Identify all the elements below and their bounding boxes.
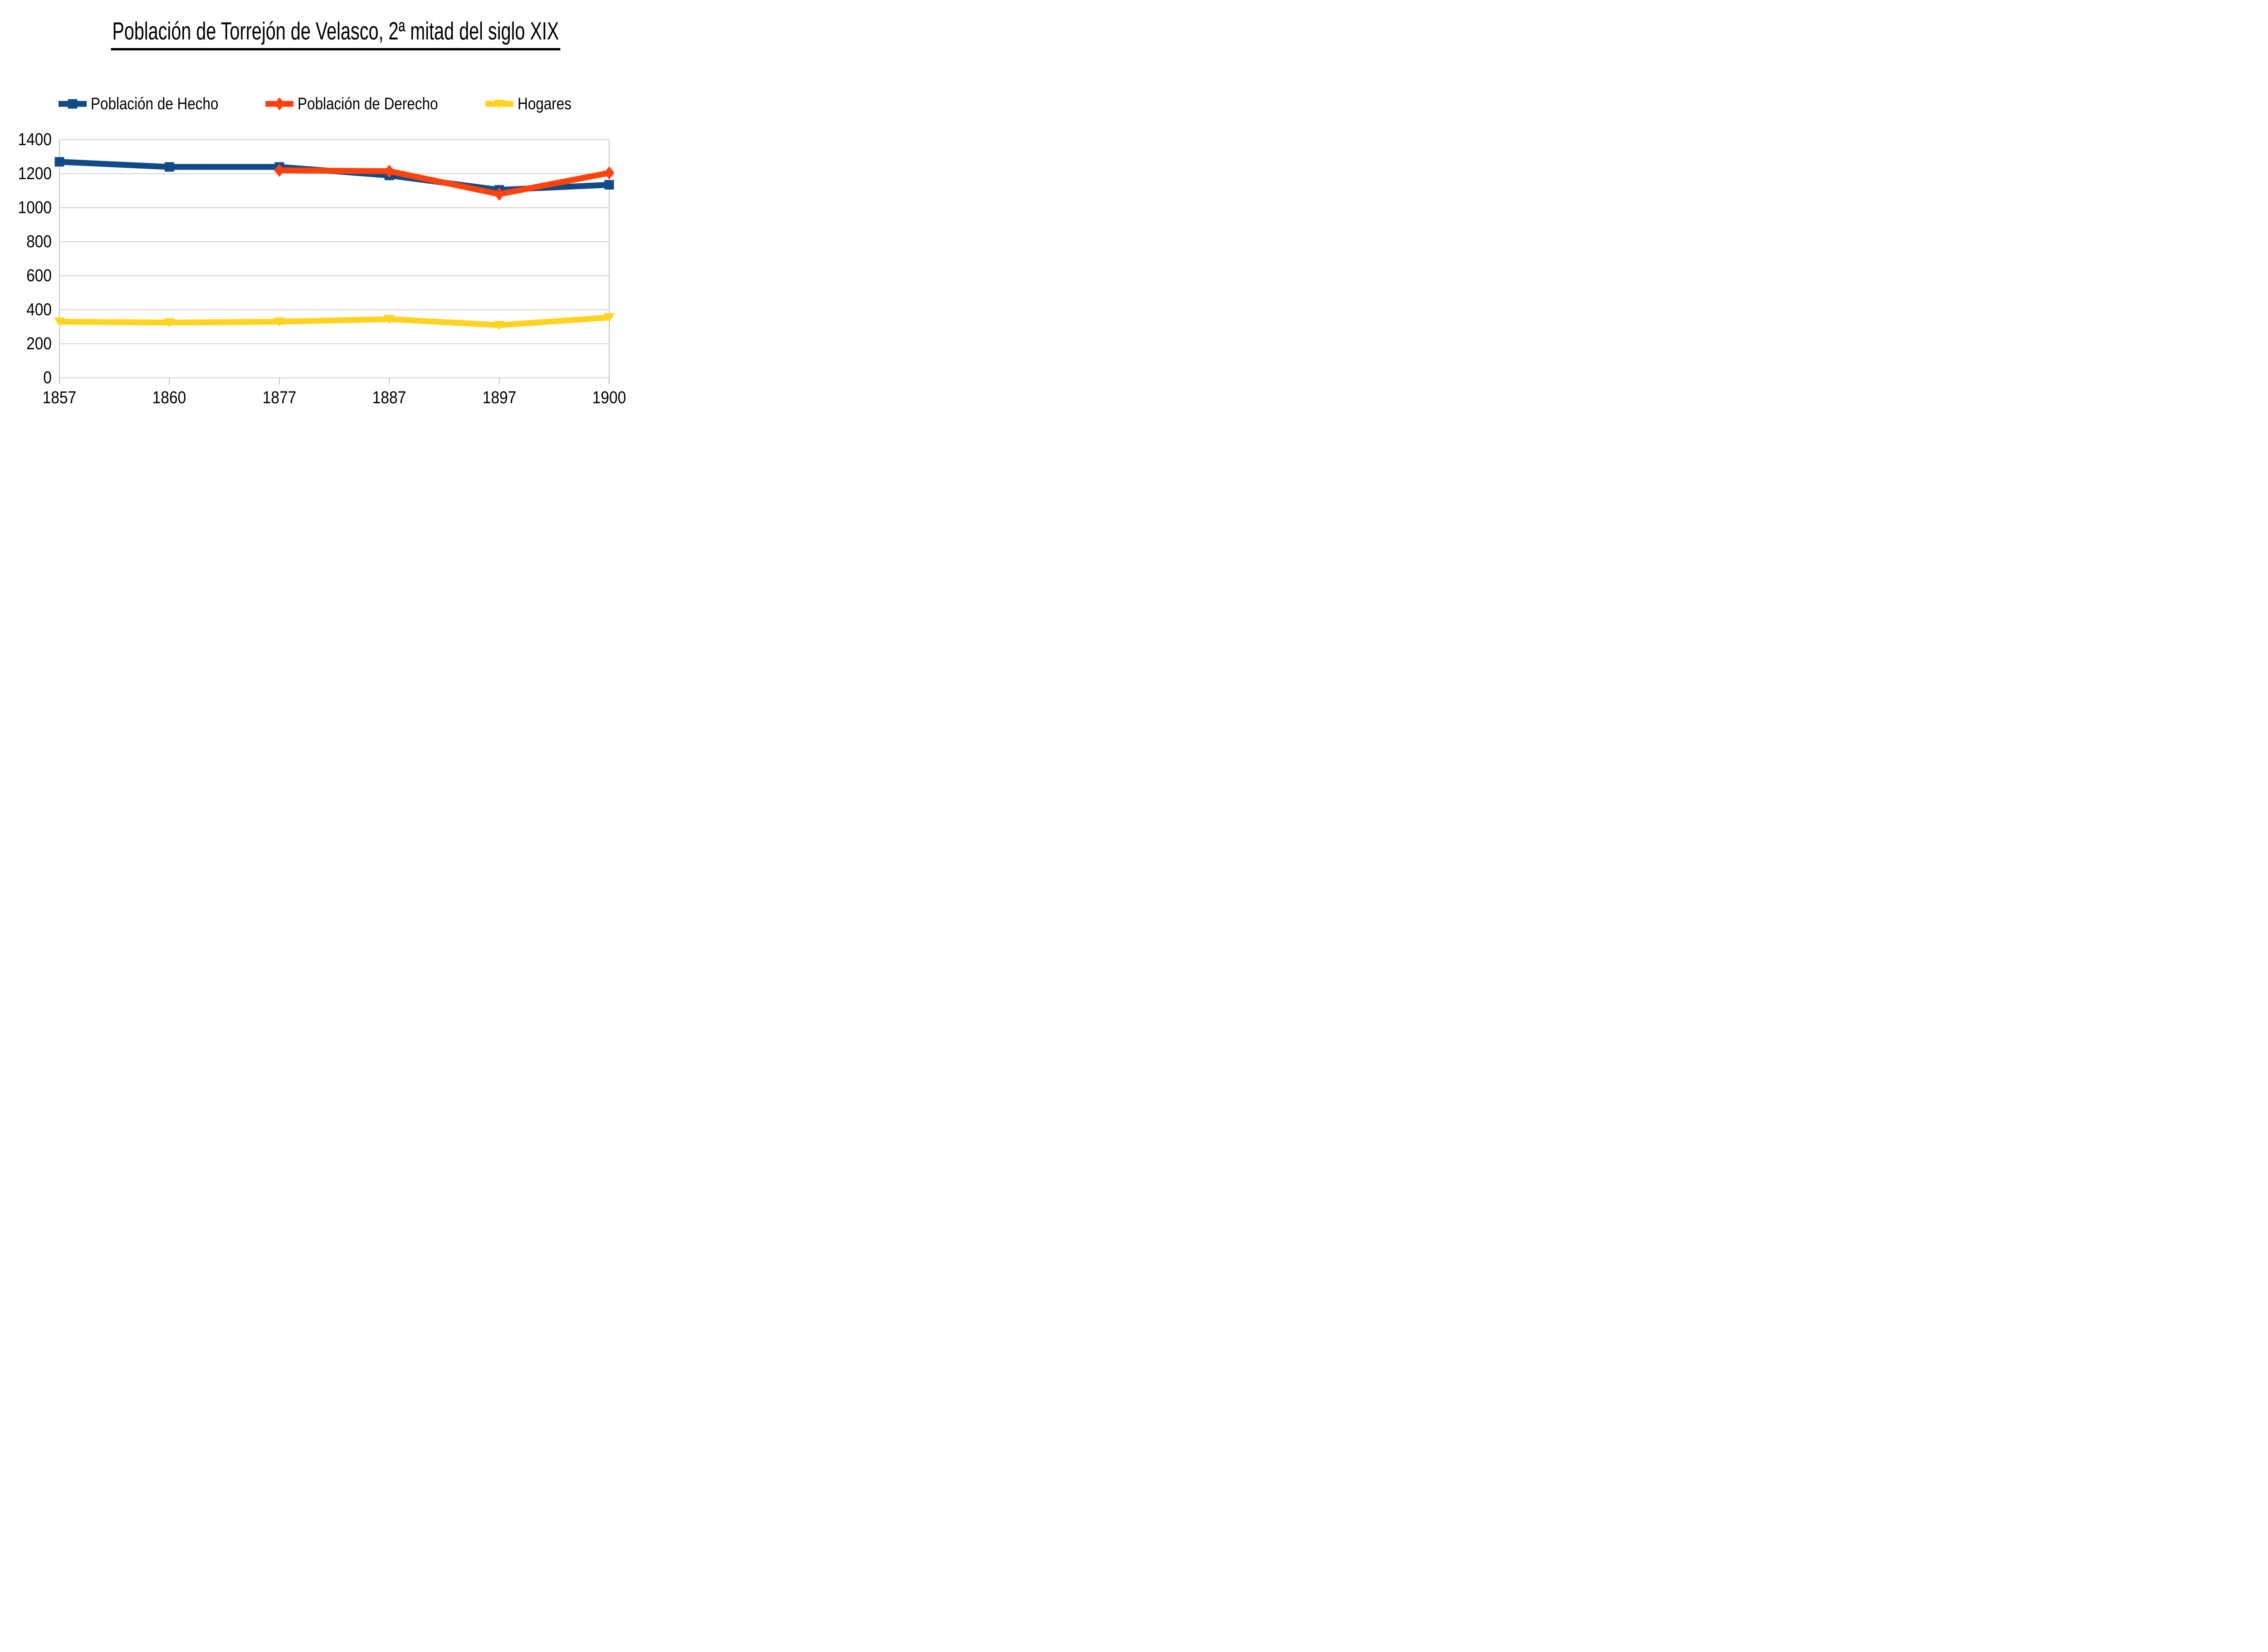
legend-label: Población de Hecho <box>91 94 219 113</box>
y-tick-label-0: 0 <box>43 368 52 387</box>
y-tick-label-800: 800 <box>26 232 52 251</box>
chart-title: Población de Torrejón de Velasco, 2ª mit… <box>111 17 560 50</box>
data-point-hogares-1860 <box>164 318 175 328</box>
legend-marker-square <box>68 99 78 109</box>
y-tick-label-1400: 1400 <box>18 130 52 149</box>
data-point-hogares-1900 <box>604 313 615 323</box>
data-point-poblaci-n-de-derecho-1887 <box>384 164 395 178</box>
diamond-marker-glyph <box>265 97 293 111</box>
series-line-hogares <box>59 314 610 328</box>
legend-item-hogares: Hogares <box>485 91 581 117</box>
data-point-hogares-1897 <box>494 321 505 330</box>
legend-label: Hogares <box>518 94 572 113</box>
triangle-down-marker-icon <box>485 91 513 117</box>
data-point-poblaci-n-de-derecho-1900 <box>604 166 615 180</box>
plot-area <box>54 139 615 384</box>
chart-canvas: Población de Torrejón de Velasco, 2ª mit… <box>0 0 671 413</box>
diamond-marker-icon <box>265 91 293 117</box>
square-marker-glyph <box>59 99 87 109</box>
series-line-poblaci-n-de-hecho <box>59 159 610 193</box>
y-tick-label-400: 400 <box>26 300 52 319</box>
data-point-poblaci-n-de-hecho-1860 <box>164 162 174 172</box>
x-tick-label-1860: 1860 <box>152 388 186 407</box>
x-tick-label-1887: 1887 <box>372 388 406 407</box>
x-tick-label-1877: 1877 <box>262 388 296 407</box>
data-point-poblaci-n-de-hecho-1900 <box>604 180 614 190</box>
square-marker-icon <box>59 91 87 117</box>
x-tick-label-1900: 1900 <box>592 388 626 407</box>
data-point-hogares-1877 <box>274 317 285 327</box>
legend-item-poblaci-n-de-hecho: Población de Hecho <box>59 91 241 117</box>
chart-title-row: Población de Torrejón de Velasco, 2ª mit… <box>0 17 671 50</box>
y-tick-label-1000: 1000 <box>18 198 52 217</box>
y-tick-label-200: 200 <box>26 334 52 353</box>
data-point-hogares-1887 <box>384 315 395 324</box>
legend-label: Población de Derecho <box>298 94 438 113</box>
triangle-down-marker-glyph <box>485 99 513 109</box>
data-point-poblaci-n-de-hecho-1857 <box>54 157 64 167</box>
y-tick-label-600: 600 <box>26 266 52 285</box>
series-line-poblaci-n-de-derecho <box>279 167 610 197</box>
data-point-poblaci-n-de-derecho-1897 <box>494 187 505 201</box>
y-tick-label-1200: 1200 <box>18 164 52 183</box>
legend-marker-triangle-down <box>494 99 505 109</box>
legend-marker-diamond <box>274 97 285 111</box>
data-point-poblaci-n-de-derecho-1877 <box>274 164 285 177</box>
data-point-hogares-1857 <box>54 317 65 327</box>
x-tick-label-1857: 1857 <box>42 388 77 407</box>
legend-item-poblaci-n-de-derecho: Población de Derecho <box>265 91 463 117</box>
x-tick-label-1897: 1897 <box>482 388 516 407</box>
